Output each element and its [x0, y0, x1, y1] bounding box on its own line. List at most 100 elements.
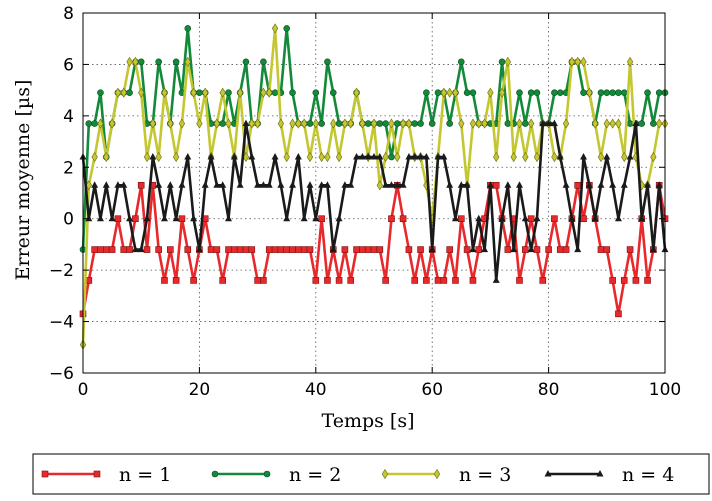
data-point	[196, 89, 203, 97]
data-point	[411, 120, 419, 127]
data-point	[597, 89, 605, 97]
data-point	[41, 470, 49, 478]
data-point	[312, 118, 319, 129]
data-point	[219, 277, 226, 284]
data-point	[178, 215, 186, 223]
data-point	[411, 277, 419, 284]
data-point	[172, 58, 180, 66]
data-point	[650, 151, 657, 163]
data-point	[650, 120, 657, 127]
data-point	[585, 181, 593, 188]
data-point	[440, 153, 448, 160]
data-point	[248, 153, 256, 160]
data-point	[655, 89, 663, 97]
data-point	[393, 181, 401, 188]
data-point	[405, 246, 413, 253]
data-point	[318, 151, 325, 163]
data-point	[481, 245, 489, 253]
data-point	[85, 180, 92, 191]
data-point	[539, 119, 547, 127]
data-point	[626, 56, 634, 67]
series-4	[79, 119, 669, 283]
data-point	[137, 181, 145, 189]
data-point	[516, 89, 523, 97]
data-point	[387, 181, 395, 188]
data-point	[603, 118, 610, 129]
data-point	[405, 118, 413, 129]
data-point	[487, 87, 494, 98]
data-point	[428, 245, 436, 253]
data-point	[289, 89, 296, 97]
data-point	[452, 277, 459, 284]
data-point	[85, 214, 93, 222]
data-point	[242, 119, 250, 127]
data-point	[626, 120, 634, 127]
data-point	[114, 181, 122, 188]
data-point	[93, 470, 101, 478]
y-tick-label: 6	[63, 55, 74, 75]
data-point	[230, 153, 238, 160]
data-point	[294, 153, 302, 160]
data-point	[498, 87, 506, 98]
data-point	[260, 58, 267, 66]
legend-item-3: n = 3	[381, 464, 511, 486]
data-point	[580, 153, 588, 160]
data-point	[649, 245, 657, 253]
data-point	[615, 89, 622, 97]
data-point	[132, 56, 139, 67]
data-point	[364, 153, 372, 160]
data-point	[289, 246, 296, 253]
data-point	[545, 119, 553, 127]
data-point	[382, 120, 389, 127]
y-tick-label: 0	[63, 210, 74, 230]
data-point	[580, 56, 587, 67]
data-point	[341, 246, 349, 253]
data-point	[481, 118, 488, 129]
data-point	[289, 181, 297, 188]
y-axis-label: Erreur moyenne [µs]	[12, 80, 34, 281]
data-point	[347, 118, 354, 129]
data-point	[446, 181, 454, 188]
data-point	[202, 87, 209, 98]
data-point	[178, 181, 186, 188]
data-point	[300, 214, 308, 222]
data-point	[263, 470, 271, 478]
data-point	[341, 118, 349, 129]
y-tick-label: −2	[49, 261, 74, 281]
data-point	[516, 181, 523, 188]
data-point	[358, 153, 366, 160]
series-layer	[79, 23, 669, 350]
x-tick-label: 100	[649, 380, 681, 400]
data-point	[167, 118, 174, 129]
data-point	[295, 118, 302, 129]
data-point	[143, 246, 151, 253]
data-point	[434, 277, 442, 284]
data-point	[469, 277, 477, 284]
data-point	[318, 120, 325, 127]
data-point	[137, 245, 145, 253]
data-point	[568, 214, 576, 222]
data-point	[493, 151, 500, 163]
data-point	[492, 276, 500, 283]
legend-label: n = 1	[119, 464, 171, 486]
data-point	[609, 181, 617, 188]
data-point	[225, 214, 232, 222]
data-point	[172, 277, 180, 284]
data-point	[254, 181, 262, 188]
data-point	[277, 181, 285, 188]
data-point	[166, 181, 174, 188]
data-point	[190, 87, 197, 98]
data-point	[580, 89, 587, 97]
data-point	[544, 470, 552, 477]
data-point	[120, 246, 128, 253]
y-tick-label: −4	[49, 313, 74, 333]
data-point	[283, 246, 291, 253]
legend-label: n = 4	[622, 464, 674, 486]
data-point	[399, 118, 407, 129]
data-point	[597, 151, 605, 163]
data-point	[423, 89, 430, 97]
data-point	[161, 277, 168, 284]
legend-item-4: n = 4	[544, 464, 674, 486]
data-point	[603, 246, 611, 253]
